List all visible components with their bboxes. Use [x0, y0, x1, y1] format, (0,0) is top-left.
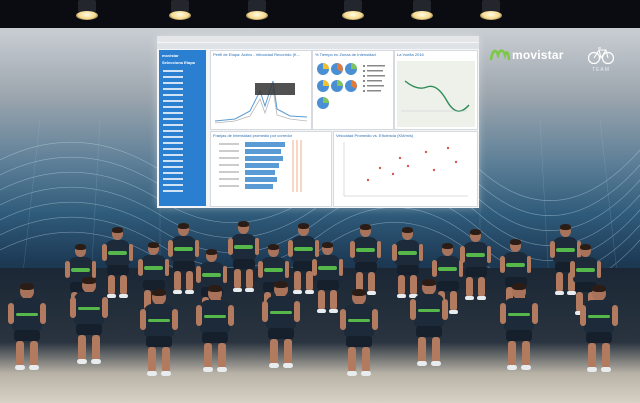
team-rider [312, 242, 344, 321]
team-rider [196, 285, 234, 381]
stage-list-item [163, 94, 183, 96]
intensity-zones-panel: % Tiempo en Zonas de Intensidad [312, 50, 394, 130]
team-rider [460, 229, 492, 308]
tour-map-panel: La Vuelta 2016 [394, 50, 478, 130]
team-rider [140, 289, 178, 385]
panel-title: Franjas de Intensidad promedio por corre… [213, 133, 293, 138]
team-rider [550, 224, 582, 303]
stage-list-item [163, 190, 183, 192]
stage-list-item [163, 154, 183, 156]
stage-list-item [163, 106, 183, 108]
scatter-plot [343, 142, 468, 197]
team-rider [580, 285, 618, 381]
team-rider [70, 277, 108, 373]
browser-bar [157, 36, 479, 42]
stage-list-item [163, 100, 183, 102]
stage-list-item [163, 178, 183, 180]
team-rider [392, 227, 424, 306]
team-rider [168, 223, 200, 302]
team-rider [228, 221, 260, 300]
ceiling-lamp [165, 0, 195, 22]
intensity-bars-panel: Franjas de Intensidad promedio por corre… [210, 131, 332, 207]
sidebar-logo: movistar [162, 53, 179, 58]
team-rider [262, 281, 300, 377]
team-rider [340, 289, 378, 385]
stage-list-item [163, 82, 183, 84]
team-rider [500, 283, 538, 379]
stage-list-item [163, 172, 183, 174]
panel-title: Velocidad Promedio vs. Eficiencia (KM/m/… [336, 133, 414, 138]
stage-list-item [163, 70, 183, 72]
dashboard-tabs [157, 43, 479, 49]
zone-pie-grid [317, 63, 385, 109]
team-rider [102, 227, 134, 306]
panel-title: Perfil de Etapa: Activo - Velocidad Reco… [213, 52, 300, 57]
intensity-bar-chart [219, 140, 302, 192]
projected-dashboard: movistar Selecciona Etapa Perf [157, 36, 479, 208]
profile-line-chart [215, 80, 307, 124]
ceiling-lamp [338, 0, 368, 22]
ceiling-lamp [72, 0, 102, 22]
team-label: TEAM [592, 67, 610, 73]
stage-list-item [163, 160, 183, 162]
stage-list-item [163, 136, 183, 138]
stage-profile-panel: Perfil de Etapa: Activo - Velocidad Reco… [210, 50, 312, 130]
speed-efficiency-panel: Velocidad Promedio vs. Eficiencia (KM/m/… [333, 131, 478, 207]
movistar-logo-icon [490, 49, 510, 61]
ceiling-lamp [242, 0, 272, 22]
stage-list-item [163, 166, 183, 168]
ceiling-lamp [476, 0, 506, 22]
team-rider [410, 279, 448, 375]
stage-list-item [163, 112, 183, 114]
route-map [397, 61, 475, 127]
stage-list-item [163, 148, 183, 150]
team-rider [288, 223, 320, 302]
stage-list-item [163, 124, 183, 126]
stage-list-item [163, 88, 183, 90]
team-rider [350, 224, 382, 303]
stage-list-item [163, 76, 183, 78]
sidebar-title: Selecciona Etapa [162, 60, 195, 65]
stage-list-item [163, 184, 183, 186]
stage-list-item [163, 118, 183, 120]
brand-name: movistar [512, 48, 564, 62]
stage-list-item [163, 130, 183, 132]
bicycle-icon [587, 47, 615, 65]
dashboard-sidebar: movistar Selecciona Etapa [159, 50, 206, 206]
panel-title: La Vuelta 2016 [397, 52, 424, 57]
ceiling-lamp [407, 0, 437, 22]
panel-title: % Tiempo en Zonas de Intensidad [315, 52, 376, 57]
stage-list-item [163, 142, 183, 144]
team-rider [8, 283, 46, 379]
